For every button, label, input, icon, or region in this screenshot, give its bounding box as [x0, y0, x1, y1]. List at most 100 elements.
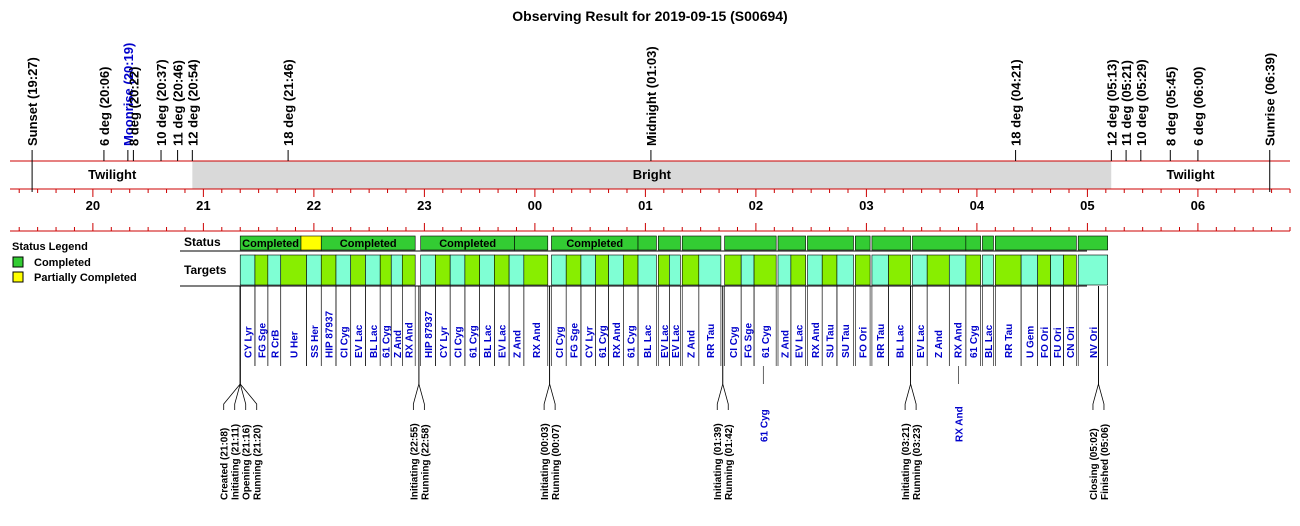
target-block [912, 254, 928, 286]
target-block [669, 254, 681, 286]
target-block [335, 254, 352, 286]
status-block [995, 235, 1077, 251]
target-label: RX And [811, 322, 822, 358]
target-block [595, 254, 609, 286]
target-label: BL Lac [483, 324, 494, 358]
target-label: CI Cyg [339, 326, 350, 358]
log-leader [722, 286, 729, 410]
log-leader [239, 286, 258, 410]
hour-label: 23 [417, 198, 431, 213]
chart-title: Observing Result for 2019-09-15 (S00694) [512, 8, 787, 24]
status-block [777, 235, 806, 251]
event-label: 6 deg (20:06) [97, 67, 112, 146]
target-label: Z And [512, 330, 523, 358]
target-block [435, 254, 451, 286]
target-label: BL Lac [369, 324, 380, 358]
target-label: CY Lyr [584, 326, 595, 358]
timeline-rules [10, 160, 1290, 232]
target-block [740, 254, 755, 286]
hour-axis: 20 21 22 23 00 01 02 03 04 05 06 [18, 189, 1291, 231]
target-label: EV Lac [671, 324, 682, 358]
target-label: 61 Cyg [598, 325, 609, 358]
event-label: 6 deg (06:00) [1191, 67, 1206, 146]
status-block [300, 235, 322, 251]
target-block [508, 254, 525, 286]
target-block [855, 254, 871, 286]
event-label: Midnight (01:03) [644, 46, 659, 146]
log-entry: Created (21:08) [220, 428, 231, 500]
hour-label: 20 [86, 198, 100, 213]
target-label: U Gem [1025, 326, 1036, 358]
target-block [239, 254, 256, 286]
status-block [514, 235, 549, 251]
hour-label: 01 [638, 198, 652, 213]
target-block [1063, 254, 1077, 286]
target-label: BL Lac [643, 324, 654, 358]
target-block [267, 254, 282, 286]
target-label: RR Tau [876, 324, 887, 358]
targets-row-label: Targets [184, 263, 227, 277]
target-block [871, 254, 889, 286]
hour-label: 00 [528, 198, 542, 213]
hour-label: 21 [196, 198, 210, 213]
log-entry: Running (03:23) [912, 424, 923, 500]
target-block [494, 254, 510, 286]
status-block-label: Completed [242, 238, 299, 250]
target-block [464, 254, 480, 286]
target-block [320, 254, 337, 286]
status-block [965, 235, 981, 251]
log-leader [716, 286, 724, 410]
status-block-label: Completed [439, 238, 496, 250]
event-label: 12 deg (05:13) [1104, 59, 1119, 146]
target-block [657, 254, 670, 286]
hour-label: 02 [749, 198, 763, 213]
target-label: CN Ori [1066, 326, 1077, 358]
log-entry: Initiating (03:21) [901, 423, 912, 500]
target-block [637, 254, 657, 286]
target-label: NV Ori [1089, 327, 1100, 358]
sky-phase-2 [1111, 161, 1270, 189]
target-block [982, 254, 994, 286]
legend-item-label: Completed [34, 257, 91, 269]
target-extra-label: RX And [954, 406, 965, 442]
event-label: 8 deg (20:22) [126, 67, 141, 146]
event-markers: Sunset (19:27) 6 deg (20:06) Moonrise (20:… [25, 43, 1278, 192]
target-block [523, 254, 549, 286]
log-entry: Running (21:20) [253, 424, 264, 500]
event-label: 18 deg (21:46) [281, 59, 296, 146]
target-block [565, 254, 582, 286]
sky-phase-1 [192, 161, 1112, 189]
status-block [855, 235, 871, 251]
target-block [790, 254, 806, 286]
event-label: Moonrise (20:19) [121, 43, 136, 146]
target-extra-label: 61 Cyg [759, 409, 770, 442]
log-entry: Opening (21:16) [242, 424, 253, 500]
target-label: 61 Cyg [761, 325, 772, 358]
event-label: 10 deg (20:37) [154, 59, 169, 146]
sky-phase-label: Twilight [88, 167, 137, 182]
target-block [551, 254, 567, 286]
log-entry: Initiating (01:39) [713, 423, 724, 500]
target-block [995, 254, 1022, 286]
target-label: HIP 87937 [325, 310, 336, 358]
legend-swatch [12, 271, 24, 283]
status-row: Status Completed Completed Completed Complet… [180, 235, 1108, 252]
target-block [580, 254, 596, 286]
log-entry: Running (00:07) [551, 424, 562, 500]
target-label: FO Ori [859, 327, 870, 358]
hour-label: 05 [1080, 198, 1094, 213]
target-label: Z And [687, 330, 698, 358]
log-entry: Initiating (21:11) [231, 424, 242, 500]
hour-label: 06 [1191, 198, 1205, 213]
target-label: FU Ori [1053, 327, 1064, 358]
target-block [926, 254, 950, 286]
log-entry: Initiating (00:03) [540, 423, 551, 500]
event-label: 18 deg (04:21) [1009, 59, 1024, 146]
target-block [449, 254, 466, 286]
status-block [637, 235, 657, 251]
target-block [777, 254, 792, 286]
target-label: EV Lac [498, 324, 509, 358]
target-block [1037, 254, 1051, 286]
log-leader [223, 286, 241, 410]
hour-label: 03 [859, 198, 873, 213]
